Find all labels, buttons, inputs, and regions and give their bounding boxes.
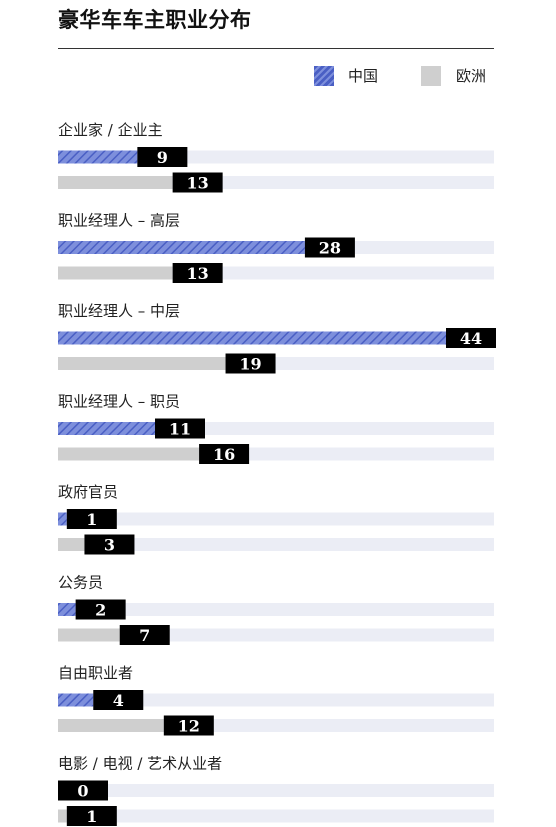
value-label: 7 [139,626,150,645]
value-label-box [172,263,223,283]
value-label: 11 [169,420,191,439]
value-label: 1 [86,807,97,826]
bar-track [58,512,494,526]
bar-europe [58,538,85,551]
bar-track [58,603,494,616]
category-label: 电影 / 电视 / 艺术从业者 [58,755,222,773]
value-label: 1 [86,510,97,529]
bar-europe [58,447,200,461]
value-label: 0 [77,782,88,801]
bar-china [58,603,76,616]
value-label: 19 [239,355,261,374]
category-label: 企业家 / 企业主 [58,121,163,139]
bar-china [58,422,155,435]
value-label-box [119,625,170,645]
value-label-box [137,147,188,167]
value-label: 12 [178,717,200,736]
bar-track [58,538,494,551]
category-label: 职业经理人 – 高层 [58,212,180,230]
value-label: 2 [95,601,106,620]
legend-label-europe: 欧洲 [456,67,487,85]
bar-europe [58,357,226,370]
bar-track [58,784,494,797]
value-label-box [304,237,355,258]
value-label-box [172,172,223,193]
value-label: 13 [187,264,209,283]
bar-track [58,693,494,707]
legend-swatch-europe [421,66,441,86]
chart-title: 豪华车车主职业分布 [58,8,252,32]
value-label-box [58,780,108,801]
value-label-box [446,328,496,348]
bar-china [58,241,305,254]
bar-china [58,693,94,707]
bar-china [58,331,446,345]
value-label-box [75,599,126,620]
value-label: 16 [213,445,235,464]
value-label: 4 [113,691,124,710]
legend-label-china: 中国 [348,67,379,85]
bar-europe [58,176,173,189]
bar-europe [58,628,120,642]
legend-swatch-china [314,66,334,86]
value-label-box [66,806,117,826]
value-label-box [163,715,214,736]
category-label: 职业经理人 – 职员 [58,393,180,411]
bar-europe [58,719,164,732]
value-label: 44 [460,329,482,348]
value-label-box [84,534,135,555]
bar-europe [58,266,173,280]
value-label-box [199,444,250,464]
category-label: 自由职业者 [58,664,133,682]
value-label-box [225,353,276,374]
value-label-box [155,418,205,439]
category-label: 职业经理人 – 中层 [58,302,180,320]
title-divider [58,48,494,49]
category-label: 公务员 [58,574,103,592]
value-label-box [66,509,117,529]
bar-europe [58,809,67,823]
bar-china [58,150,138,164]
value-label-box [93,690,144,710]
value-label: 13 [187,174,209,193]
bar-china [58,512,67,526]
value-label: 3 [104,536,115,555]
value-label: 9 [157,148,168,167]
category-label: 政府官员 [58,483,118,501]
value-label: 28 [319,239,341,258]
bar-track [58,809,494,823]
